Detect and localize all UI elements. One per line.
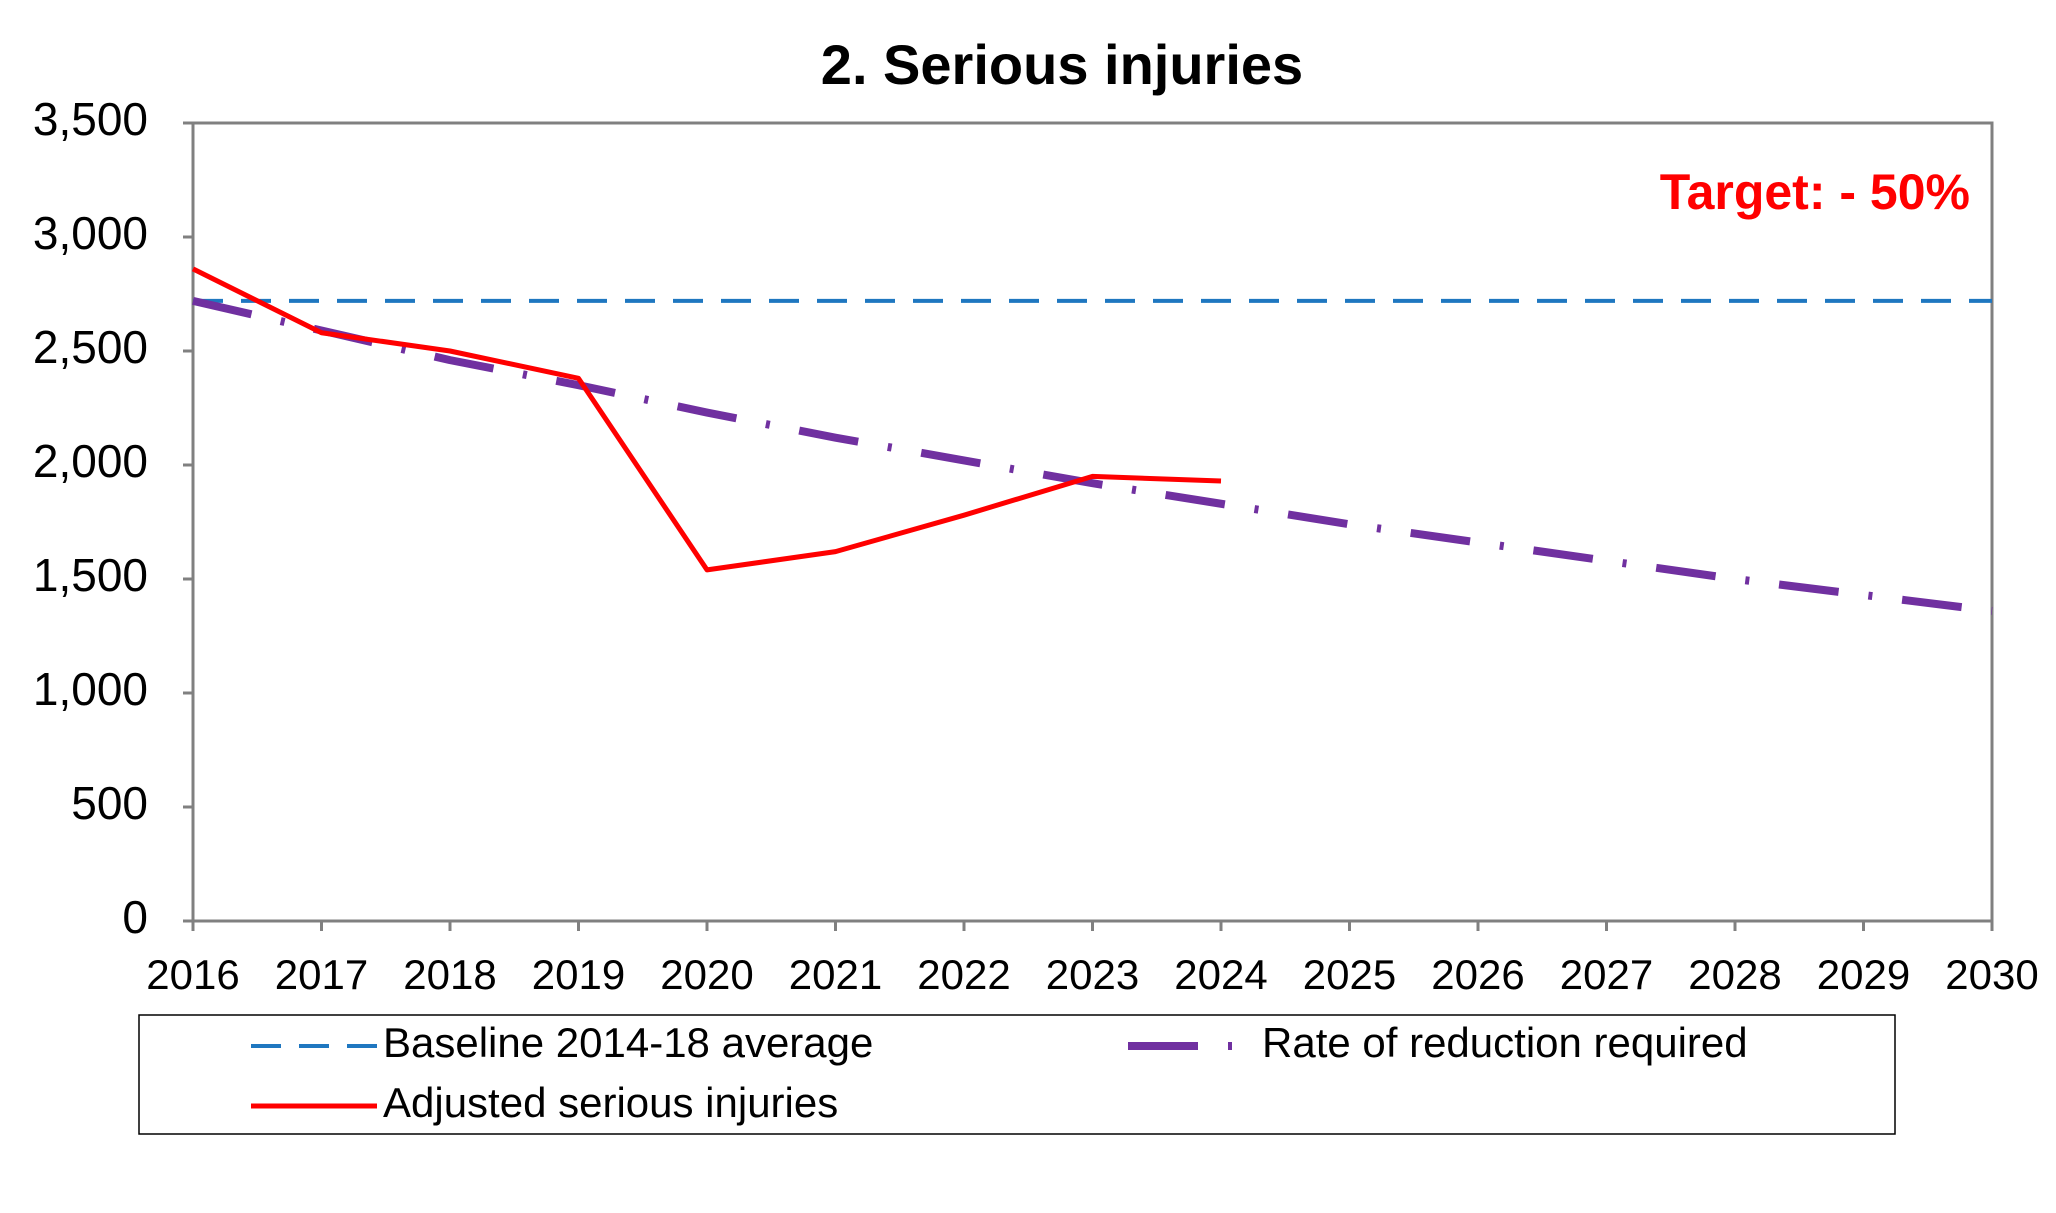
x-tick-label: 2016 <box>146 951 239 998</box>
x-tick-label: 2029 <box>1817 951 1910 998</box>
x-tick-label: 2025 <box>1303 951 1396 998</box>
y-tick-label: 3,500 <box>33 93 148 145</box>
x-tick-label: 2022 <box>917 951 1010 998</box>
legend-label: Baseline 2014-18 average <box>383 1019 873 1066</box>
chart-title: 2. Serious injuries <box>821 33 1303 96</box>
x-tick-label: 2017 <box>275 951 368 998</box>
x-tick-label: 2019 <box>532 951 625 998</box>
x-tick-label: 2030 <box>1945 951 2038 998</box>
legend-label: Rate of reduction required <box>1262 1019 1748 1066</box>
y-tick-label: 2,500 <box>33 321 148 373</box>
y-tick-label: 0 <box>122 891 148 943</box>
x-tick-label: 2018 <box>403 951 496 998</box>
annotation: Target: - 50% <box>1660 164 1970 220</box>
y-tick-label: 2,000 <box>33 435 148 487</box>
y-tick-label: 1,000 <box>33 663 148 715</box>
series-line <box>192 296 1993 615</box>
x-tick-label: 2021 <box>789 951 882 998</box>
x-tick-label: 2027 <box>1560 951 1653 998</box>
legend-box <box>138 1014 1896 1135</box>
y-tick-label: 500 <box>71 777 148 829</box>
y-tick-label: 3,000 <box>33 207 148 259</box>
y-tick-label: 1,500 <box>33 549 148 601</box>
series-line <box>191 266 1222 573</box>
x-tick-label: 2023 <box>1046 951 1139 998</box>
legend-label: Adjusted serious injuries <box>383 1079 838 1126</box>
x-tick-label: 2026 <box>1431 951 1524 998</box>
x-tick-label: 2024 <box>1174 951 1267 998</box>
x-tick-label: 2020 <box>660 951 753 998</box>
x-tick-label: 2028 <box>1688 951 1781 998</box>
